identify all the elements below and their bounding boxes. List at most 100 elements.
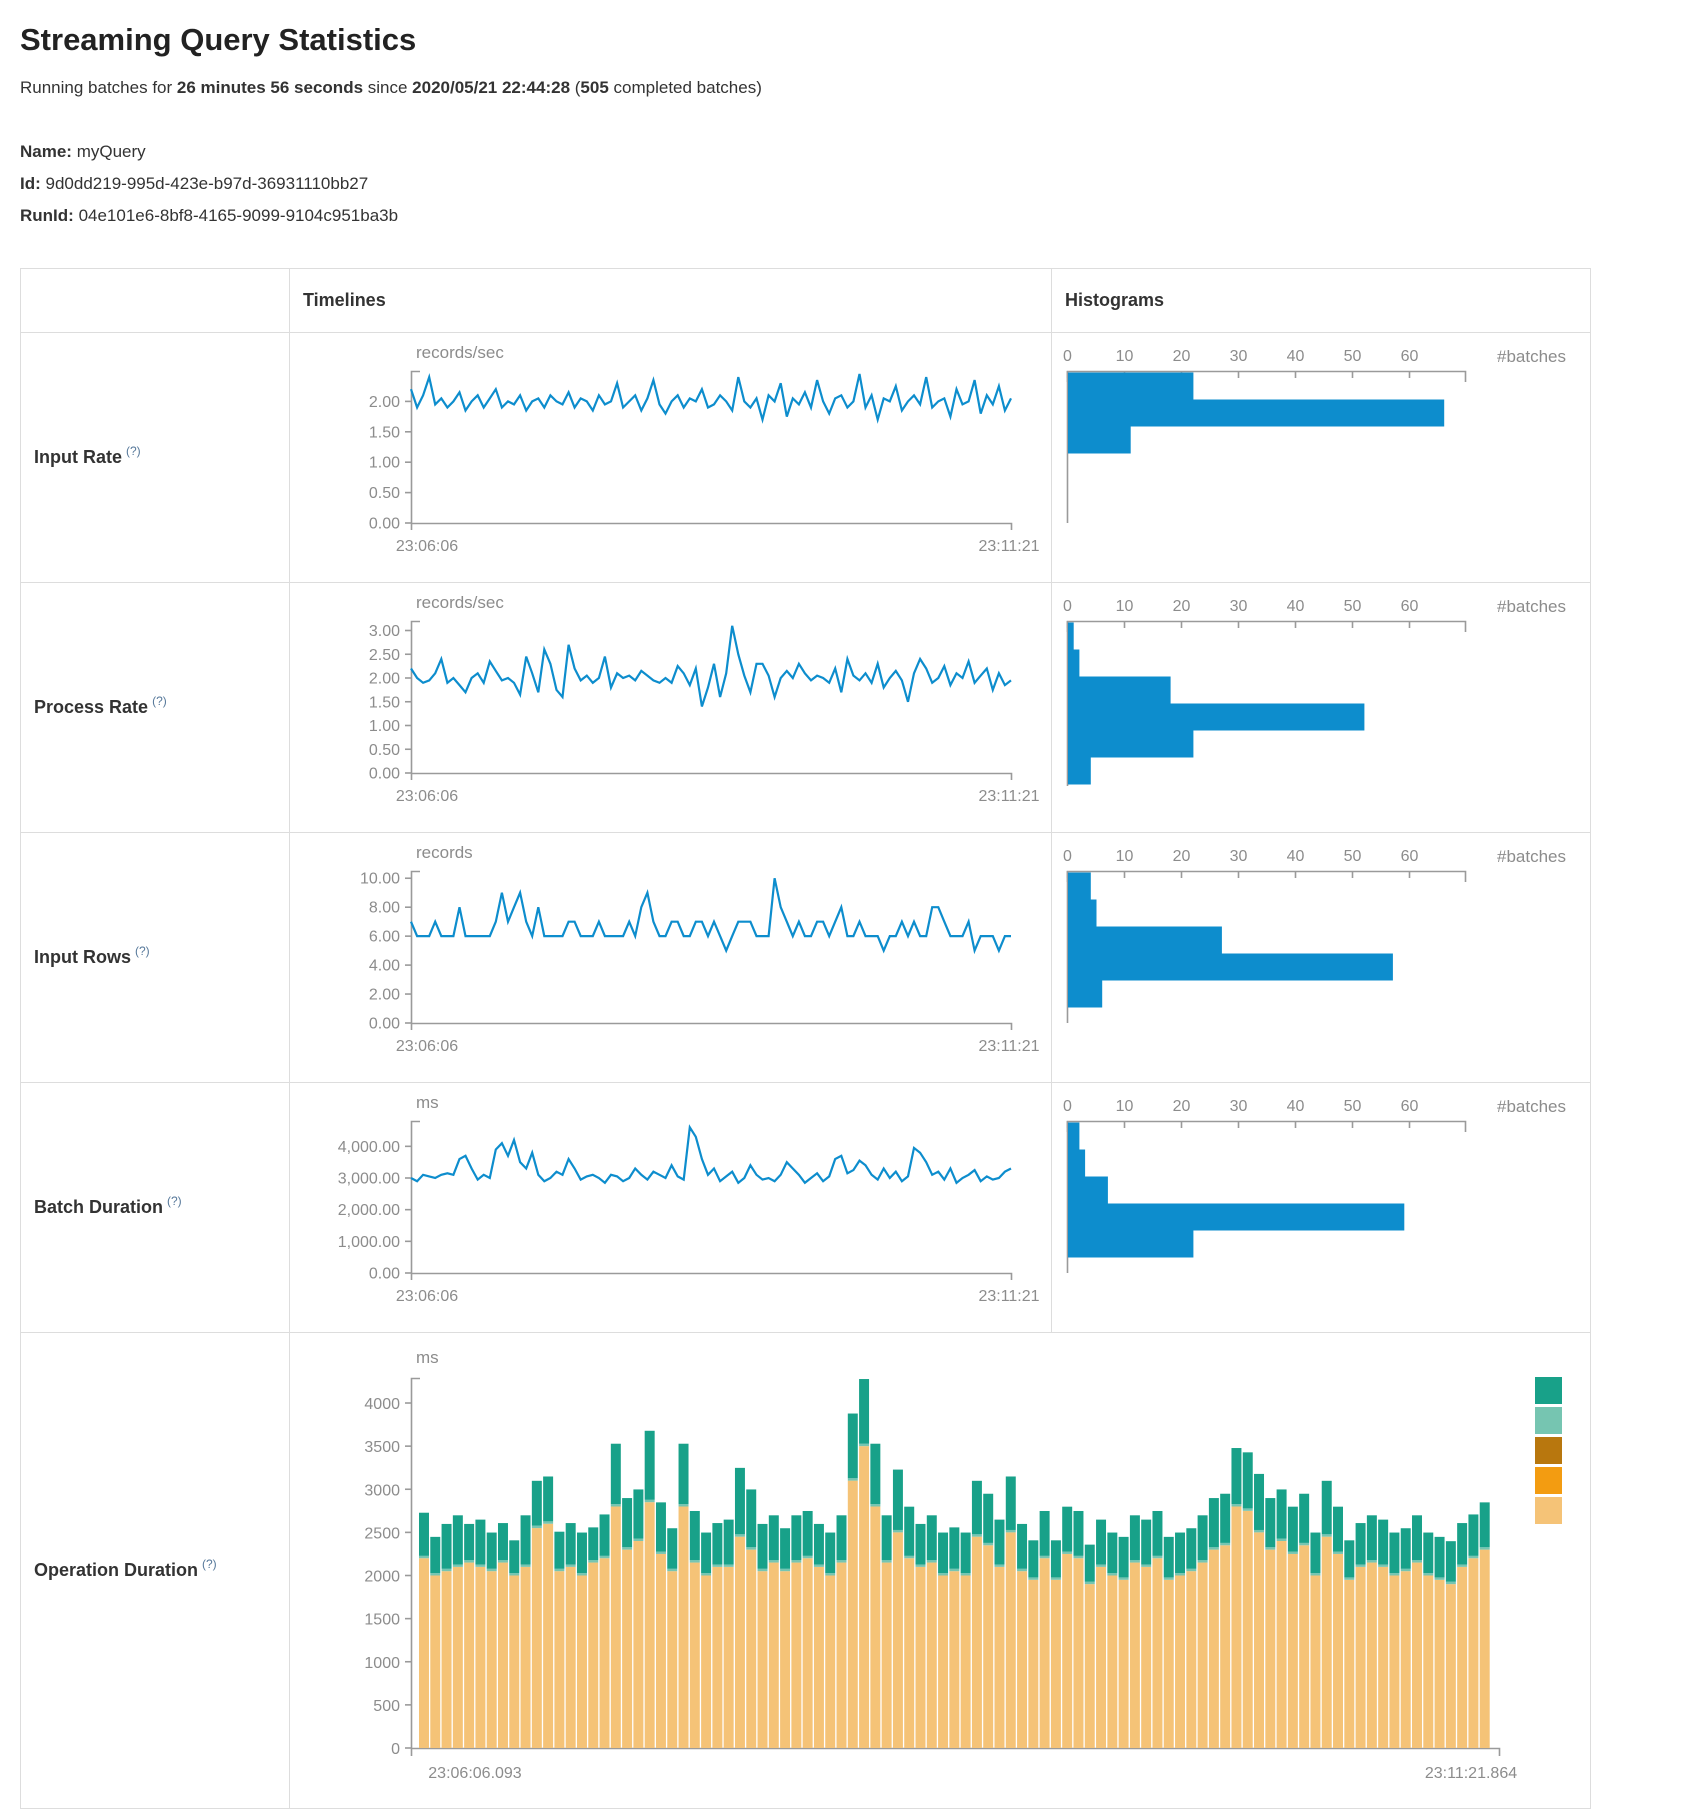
svg-text:10: 10 <box>1116 848 1134 865</box>
legend-swatch-0 <box>1535 1377 1562 1404</box>
running-batches-summary: Running batches for 26 minutes 56 second… <box>20 78 1680 98</box>
legend-swatch-2 <box>1535 1437 1562 1464</box>
svg-text:#batches: #batches <box>1497 847 1566 866</box>
svg-text:50: 50 <box>1344 348 1362 365</box>
input-rows-histogram-cell: #batches 0 10 20 30 40 50 60 <box>1052 833 1591 1083</box>
svg-text:3500: 3500 <box>364 1439 400 1456</box>
svg-text:#batches: #batches <box>1497 597 1566 616</box>
batch-duration-help-icon[interactable]: (?) <box>167 1193 182 1208</box>
svg-text:20: 20 <box>1173 1098 1191 1115</box>
svg-text:1,000.00: 1,000.00 <box>338 1234 400 1251</box>
query-id-value: 9d0dd219-995d-423e-b97d-36931110bb27 <box>45 174 369 193</box>
svg-text:23:11:21.864: 23:11:21.864 <box>1425 1765 1517 1782</box>
operation-duration-label-cell: Operation Duration (?) <box>21 1333 290 1809</box>
query-name-line: Name: myQuery <box>20 136 1680 168</box>
histograms-header-label: Histograms <box>1065 290 1165 310</box>
svg-text:6.00: 6.00 <box>369 929 400 946</box>
query-name-label: Name: <box>20 142 72 161</box>
histograms-header: Histograms <box>1052 269 1591 333</box>
svg-text:3000: 3000 <box>364 1482 400 1499</box>
page-title: Streaming Query Statistics <box>20 22 417 57</box>
svg-text:4.00: 4.00 <box>369 958 400 975</box>
svg-text:4000: 4000 <box>364 1396 400 1413</box>
input-rate-timeline-chart: records/sec 0.00 0.50 1.00 1.50 2.00 23:06:06 2… <box>369 343 1040 555</box>
process-rate-histogram-chart: #batches 0 10 20 30 40 50 60 <box>1063 597 1566 786</box>
operation-duration-help-icon[interactable]: (?) <box>202 1556 217 1571</box>
svg-text:0.00: 0.00 <box>369 1266 400 1283</box>
summary-open-paren: ( <box>570 78 581 97</box>
input-rows-help-icon[interactable]: (?) <box>135 943 150 958</box>
svg-text:3,000.00: 3,000.00 <box>338 1171 400 1188</box>
corner-header-cell <box>21 269 290 333</box>
input-rate-timeline-cell: records/sec 0.00 0.50 1.00 1.50 2.00 23:06:06 2… <box>290 333 1052 583</box>
svg-text:0.00: 0.00 <box>369 1016 400 1033</box>
process-rate-histogram-cell: #batches 0 10 20 30 40 50 60 <box>1052 583 1591 833</box>
query-id-line: Id: 9d0dd219-995d-423e-b97d-36931110bb27 <box>20 168 1680 200</box>
operation-duration-label: Operation Duration <box>34 1560 199 1580</box>
input-rate-label-cell: Input Rate (?) <box>21 333 290 583</box>
svg-text:1000: 1000 <box>364 1655 400 1672</box>
input-rate-help-icon[interactable]: (?) <box>126 443 141 458</box>
svg-text:0: 0 <box>391 1741 400 1758</box>
svg-text:8.00: 8.00 <box>369 900 400 917</box>
svg-text:500: 500 <box>373 1698 400 1715</box>
query-runid-value: 04e101e6-8bf8-4165-9099-9104c951ba3b <box>78 206 399 225</box>
process-rate-help-icon[interactable]: (?) <box>152 693 167 708</box>
batch-duration-histogram-cell: #batches 0 10 20 30 40 50 60 <box>1052 1083 1591 1333</box>
summary-since-timestamp: 2020/05/21 22:44:28 <box>412 78 571 97</box>
input-rows-timeline-cell: records 0.00 2.00 4.00 6.00 8.00 10.00 23:06:06… <box>290 833 1052 1083</box>
svg-text:1.50: 1.50 <box>369 424 400 441</box>
input-rate-label: Input Rate <box>34 447 122 467</box>
batch-duration-label: Batch Duration <box>34 1197 164 1217</box>
input-rows-label-cell: Input Rows (?) <box>21 833 290 1083</box>
svg-text:records/sec: records/sec <box>416 593 504 612</box>
svg-text:2.50: 2.50 <box>369 647 400 664</box>
svg-text:10: 10 <box>1116 1098 1134 1115</box>
svg-text:records: records <box>416 843 473 862</box>
input-rows-timeline-chart: records 0.00 2.00 4.00 6.00 8.00 10.00 23:06:06… <box>360 843 1040 1055</box>
svg-text:23:06:06.093: 23:06:06.093 <box>428 1765 522 1782</box>
svg-text:records/sec: records/sec <box>416 343 504 362</box>
summary-prefix: Running batches for <box>20 78 177 97</box>
svg-text:23:11:21: 23:11:21 <box>978 538 1039 555</box>
svg-text:0.00: 0.00 <box>369 516 400 533</box>
svg-text:2.00: 2.00 <box>369 671 400 688</box>
process-rate-label-cell: Process Rate (?) <box>21 583 290 833</box>
svg-text:0: 0 <box>1063 598 1072 615</box>
svg-text:2.00: 2.00 <box>369 987 400 1004</box>
batch-duration-label-cell: Batch Duration (?) <box>21 1083 290 1333</box>
svg-text:60: 60 <box>1401 848 1419 865</box>
svg-text:50: 50 <box>1344 1098 1362 1115</box>
svg-text:40: 40 <box>1287 848 1305 865</box>
query-meta: Name: myQuery Id: 9d0dd219-995d-423e-b97… <box>20 136 1680 232</box>
svg-text:1.00: 1.00 <box>369 455 400 472</box>
svg-text:0.50: 0.50 <box>369 485 400 502</box>
query-runid-label: RunId: <box>20 206 74 225</box>
svg-text:30: 30 <box>1230 848 1248 865</box>
svg-text:60: 60 <box>1401 348 1419 365</box>
input-rate-histogram-cell: #batches 0 10 20 30 40 50 60 <box>1052 333 1591 583</box>
svg-text:2500: 2500 <box>364 1525 400 1542</box>
svg-text:2,000.00: 2,000.00 <box>338 1202 400 1219</box>
process-rate-timeline-cell: records/sec 0.00 0.50 1.00 1.50 2.00 2.50 3.00 2… <box>290 583 1052 833</box>
svg-text:40: 40 <box>1287 348 1305 365</box>
legend-swatch-3 <box>1535 1467 1562 1494</box>
svg-text:3.00: 3.00 <box>369 623 400 640</box>
svg-text:23:06:06: 23:06:06 <box>396 538 458 555</box>
svg-text:40: 40 <box>1287 1098 1305 1115</box>
svg-text:20: 20 <box>1173 598 1191 615</box>
svg-text:1.00: 1.00 <box>369 718 400 735</box>
process-rate-label: Process Rate <box>34 697 149 717</box>
svg-text:2.00: 2.00 <box>369 394 400 411</box>
svg-text:#batches: #batches <box>1497 1097 1566 1116</box>
svg-text:23:06:06: 23:06:06 <box>396 1288 458 1305</box>
batch-duration-timeline-chart: ms 0.00 1,000.00 2,000.00 3,000.00 4,000.00 23… <box>338 1093 1040 1305</box>
svg-text:2000: 2000 <box>364 1569 400 1586</box>
svg-text:30: 30 <box>1230 348 1248 365</box>
batch-duration-histogram-chart: #batches 0 10 20 30 40 50 60 <box>1063 1097 1566 1273</box>
query-runid-line: RunId: 04e101e6-8bf8-4165-9099-9104c951b… <box>20 200 1680 232</box>
svg-text:30: 30 <box>1230 598 1248 615</box>
legend-swatch-4 <box>1535 1497 1562 1524</box>
svg-text:0.50: 0.50 <box>369 742 400 759</box>
